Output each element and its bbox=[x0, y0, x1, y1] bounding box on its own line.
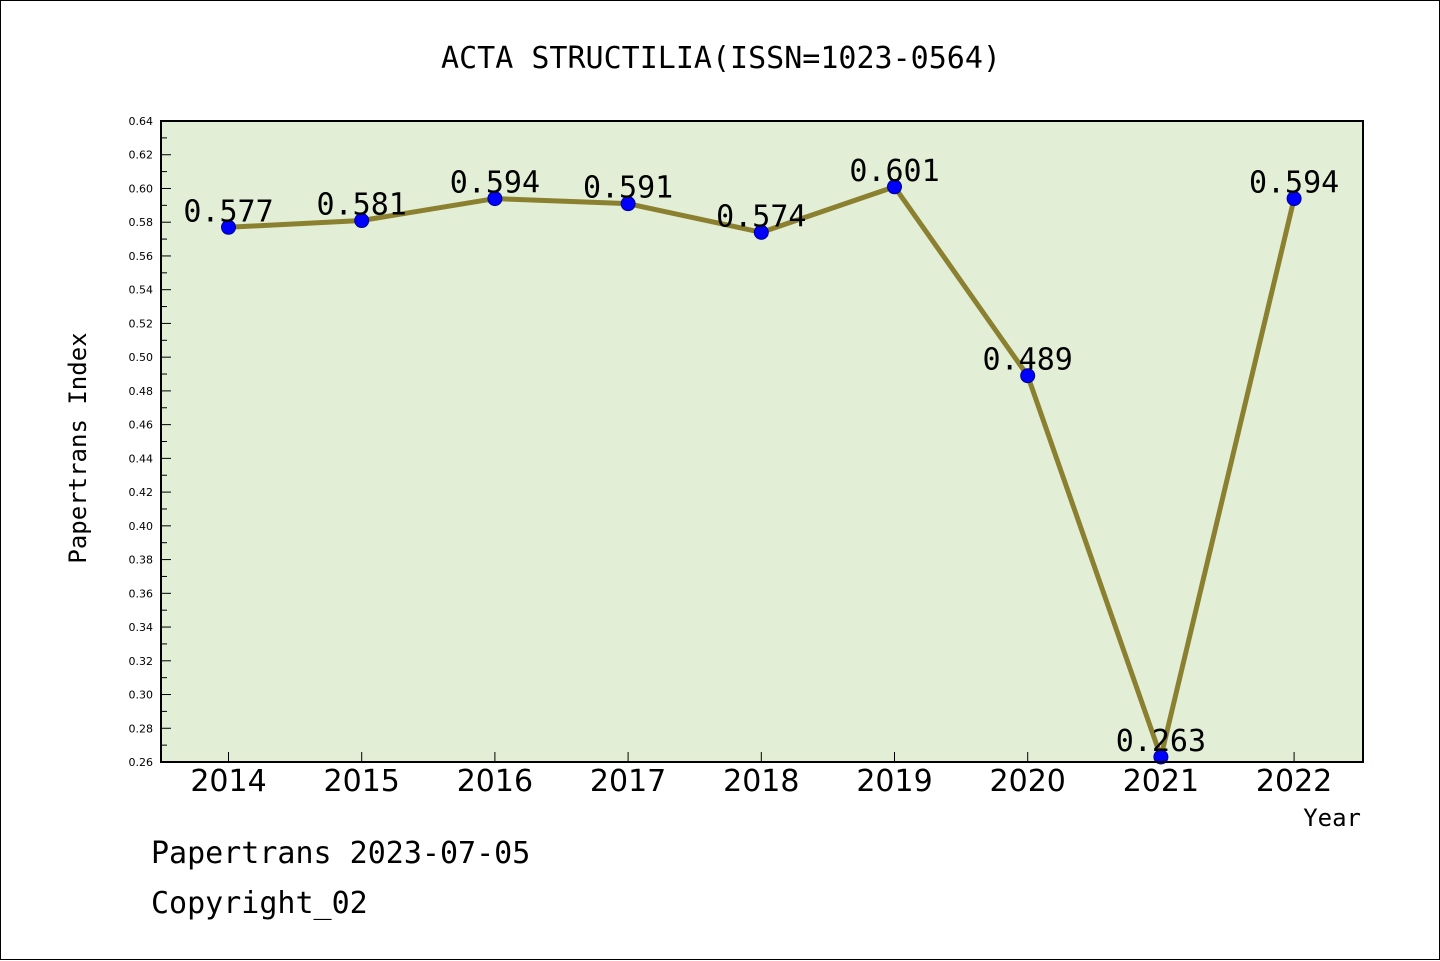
x-tick-label: 2020 bbox=[990, 764, 1066, 799]
y-tick-label: 0.40 bbox=[129, 520, 154, 533]
y-tick-label: 0.46 bbox=[129, 419, 154, 432]
x-tick-label: 2019 bbox=[856, 764, 932, 799]
y-tick-label: 0.36 bbox=[129, 587, 154, 600]
y-tick-label: 0.52 bbox=[129, 317, 154, 330]
y-tick-label: 0.28 bbox=[129, 722, 154, 735]
y-tick-label: 0.34 bbox=[129, 621, 154, 634]
footer-copyright: Copyright_02 bbox=[151, 886, 368, 921]
y-tick-label: 0.44 bbox=[129, 452, 154, 465]
data-label: 0.601 bbox=[849, 154, 939, 189]
plot-area: 0.26 0.28 0.30 0.32 0.34 0.36 0.38 0.40 0.42 0.44… bbox=[129, 115, 1364, 799]
data-point bbox=[753, 224, 769, 240]
x-tick-label: 2014 bbox=[190, 764, 266, 799]
y-tick-label: 0.64 bbox=[129, 115, 154, 128]
data-point bbox=[221, 219, 236, 235]
x-axis-label: Year bbox=[1303, 804, 1361, 832]
plot-border bbox=[160, 120, 1364, 763]
y-tick-label: 0.30 bbox=[129, 689, 154, 702]
data-point bbox=[1020, 368, 1036, 384]
y-tick-label: 0.42 bbox=[129, 486, 154, 499]
y-axis-label: Papertrans Index bbox=[64, 332, 92, 563]
x-tick-label: 2018 bbox=[723, 764, 799, 799]
data-point bbox=[887, 179, 902, 195]
data-point bbox=[1153, 749, 1169, 765]
data-point bbox=[1286, 191, 1302, 207]
y-tick-label: 0.50 bbox=[129, 351, 154, 364]
y-tick-label: 0.38 bbox=[129, 554, 154, 567]
y-tick-label: 0.32 bbox=[129, 655, 154, 668]
footer-date: Papertrans 2023-07-05 bbox=[151, 836, 531, 871]
chart-title: ACTA STRUCTILIA(ISSN=1023-0564) bbox=[441, 41, 1001, 76]
data-label: 0.581 bbox=[317, 188, 407, 223]
x-tick-label: 2016 bbox=[457, 764, 533, 799]
y-tick-label: 0.58 bbox=[129, 216, 154, 229]
data-point bbox=[354, 213, 370, 229]
y-tick-label: 0.26 bbox=[129, 756, 154, 769]
data-label: 0.574 bbox=[716, 199, 806, 234]
data-point bbox=[620, 196, 636, 212]
y-tick-label: 0.54 bbox=[129, 284, 154, 297]
y-tick-label: 0.56 bbox=[129, 250, 154, 263]
data-label: 0.489 bbox=[983, 343, 1073, 378]
data-label: 0.577 bbox=[183, 194, 273, 229]
x-tick-label: 2015 bbox=[324, 764, 400, 799]
data-point bbox=[487, 191, 503, 207]
y-tick-label: 0.60 bbox=[129, 182, 154, 195]
x-tick-label: 2022 bbox=[1256, 764, 1332, 799]
y-tick-label: 0.62 bbox=[129, 149, 154, 162]
data-label: 0.594 bbox=[1249, 166, 1339, 201]
data-label: 0.591 bbox=[583, 171, 673, 206]
x-tick-label: 2021 bbox=[1123, 764, 1199, 799]
y-tick-label: 0.48 bbox=[129, 385, 154, 398]
data-label: 0.263 bbox=[1116, 724, 1206, 759]
x-tick-label: 2017 bbox=[590, 764, 666, 799]
data-label: 0.594 bbox=[450, 166, 540, 201]
